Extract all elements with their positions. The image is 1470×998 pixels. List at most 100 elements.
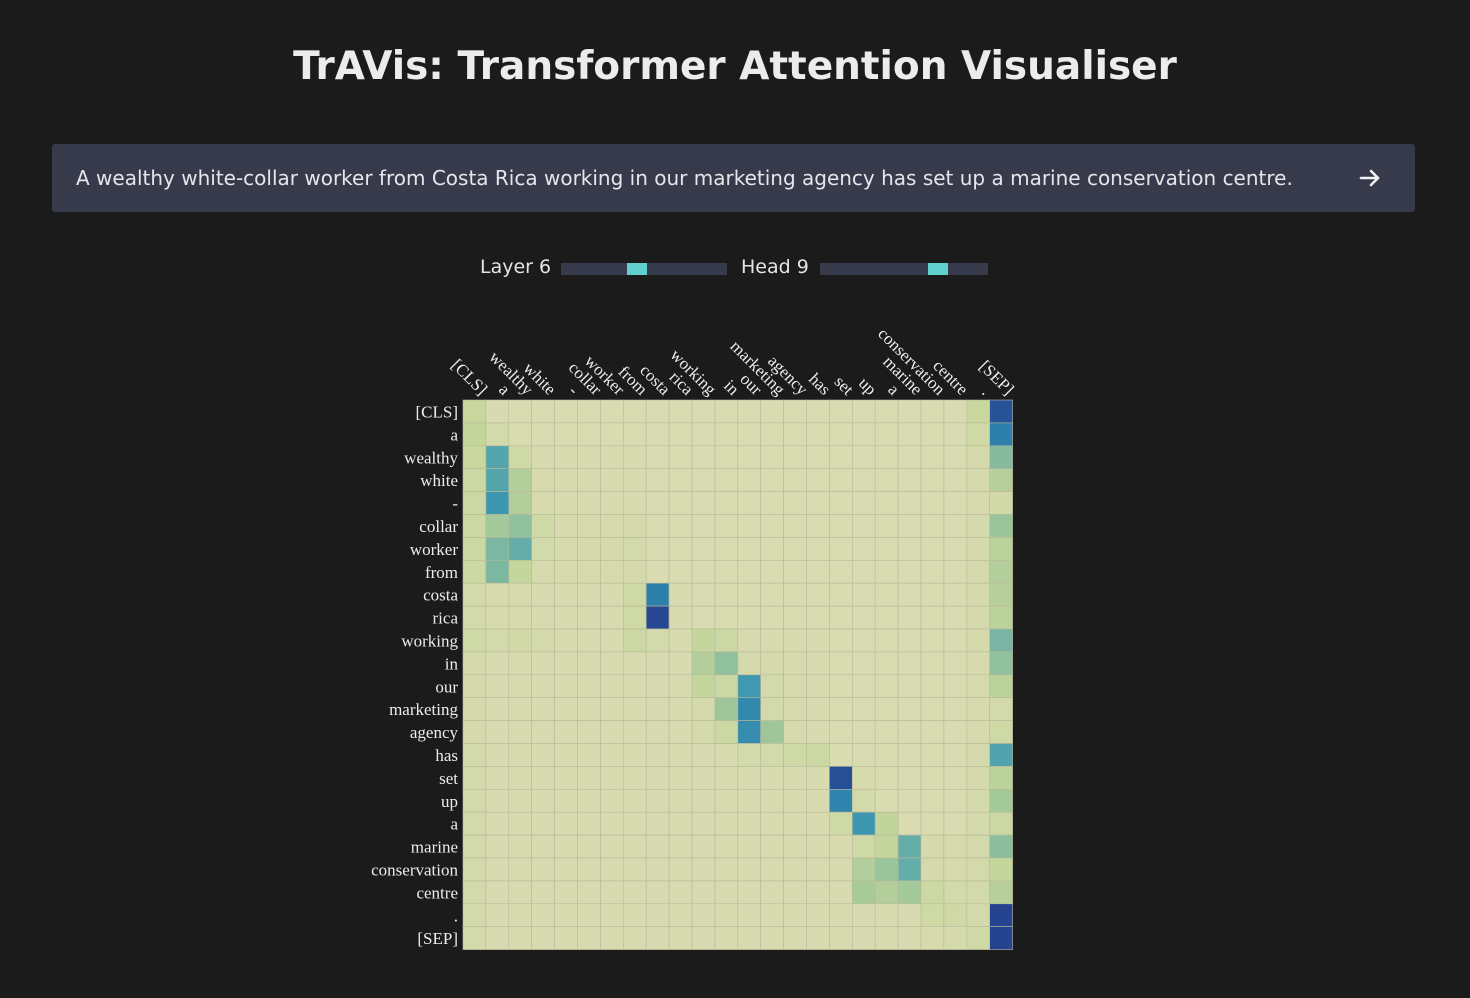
heatmap-cell[interactable] [600, 697, 624, 721]
heatmap-cell[interactable] [829, 399, 853, 424]
heatmap-cell[interactable] [714, 559, 739, 584]
heatmap-cell[interactable] [874, 743, 899, 767]
heatmap-cell[interactable] [485, 651, 510, 676]
heatmap-cell[interactable] [622, 743, 647, 767]
heatmap-cell[interactable] [783, 788, 807, 813]
heatmap-cell[interactable] [622, 628, 647, 653]
heatmap-cell[interactable] [531, 697, 555, 721]
heatmap-cell[interactable] [554, 743, 578, 767]
heatmap-cell[interactable] [668, 788, 693, 813]
heatmap-cell[interactable] [645, 834, 670, 859]
heatmap-cell[interactable] [829, 674, 853, 698]
heatmap-cell[interactable] [508, 559, 532, 584]
heatmap-cell[interactable] [920, 811, 945, 836]
heatmap-cell[interactable] [966, 743, 990, 767]
heatmap-cell[interactable] [645, 743, 670, 767]
heatmap-cell[interactable] [829, 468, 853, 492]
heatmap-cell[interactable] [783, 468, 807, 492]
heatmap-cell[interactable] [645, 582, 670, 607]
heatmap-cell[interactable] [943, 811, 968, 836]
heatmap-cell[interactable] [554, 445, 578, 469]
heatmap-cell[interactable] [943, 491, 968, 515]
heatmap-cell[interactable] [485, 903, 510, 927]
heatmap-cell[interactable] [966, 468, 990, 492]
heatmap-cell[interactable] [851, 766, 876, 790]
heatmap-cell[interactable] [874, 559, 899, 584]
heatmap-cell[interactable] [897, 857, 922, 882]
heatmap-cell[interactable] [691, 605, 716, 630]
heatmap-cell[interactable] [531, 674, 555, 698]
heatmap-cell[interactable] [989, 697, 1013, 721]
heatmap-cell[interactable] [714, 834, 739, 859]
heatmap-cell[interactable] [622, 422, 647, 447]
heatmap-cell[interactable] [600, 743, 624, 767]
heatmap-cell[interactable] [851, 651, 876, 676]
heatmap-cell[interactable] [737, 537, 761, 561]
heatmap-cell[interactable] [806, 422, 830, 447]
heatmap-cell[interactable] [645, 926, 670, 950]
heatmap-cell[interactable] [462, 788, 487, 813]
heatmap-cell[interactable] [485, 491, 510, 515]
heatmap-cell[interactable] [645, 399, 670, 424]
heatmap-cell[interactable] [714, 788, 739, 813]
heatmap-cell[interactable] [645, 559, 670, 584]
heatmap-cell[interactable] [897, 766, 922, 790]
heatmap-cell[interactable] [691, 811, 716, 836]
heatmap-cell[interactable] [851, 697, 876, 721]
heatmap-cell[interactable] [531, 491, 555, 515]
heatmap-cell[interactable] [920, 926, 945, 950]
heatmap-cell[interactable] [806, 628, 830, 653]
heatmap-cell[interactable] [806, 926, 830, 950]
heatmap-cell[interactable] [577, 903, 601, 927]
heatmap-cell[interactable] [531, 628, 555, 653]
heatmap-cell[interactable] [600, 399, 624, 424]
heatmap-cell[interactable] [600, 537, 624, 561]
heatmap-cell[interactable] [714, 674, 739, 698]
heatmap-cell[interactable] [829, 857, 853, 882]
heatmap-cell[interactable] [577, 926, 601, 950]
heatmap-cell[interactable] [508, 422, 532, 447]
heatmap-cell[interactable] [714, 491, 739, 515]
heatmap-cell[interactable] [485, 514, 510, 538]
heatmap-cell[interactable] [806, 743, 830, 767]
heatmap-cell[interactable] [508, 697, 532, 721]
heatmap-cell[interactable] [622, 811, 647, 836]
heatmap-cell[interactable] [691, 674, 716, 698]
heatmap-cell[interactable] [806, 514, 830, 538]
heatmap-cell[interactable] [600, 926, 624, 950]
heatmap-cell[interactable] [508, 399, 532, 424]
heatmap-cell[interactable] [989, 537, 1013, 561]
heatmap-cell[interactable] [737, 651, 761, 676]
heatmap-cell[interactable] [577, 788, 601, 813]
heatmap-cell[interactable] [829, 559, 853, 584]
heatmap-cell[interactable] [577, 605, 601, 630]
heatmap-cell[interactable] [691, 903, 716, 927]
heatmap-cell[interactable] [966, 514, 990, 538]
heatmap-cell[interactable] [691, 697, 716, 721]
heatmap-cell[interactable] [714, 857, 739, 882]
heatmap-cell[interactable] [737, 857, 761, 882]
heatmap-cell[interactable] [600, 903, 624, 927]
heatmap-cell[interactable] [737, 743, 761, 767]
heatmap-cell[interactable] [737, 605, 761, 630]
heatmap-cell[interactable] [600, 720, 624, 744]
heatmap-cell[interactable] [920, 880, 945, 905]
heatmap-cell[interactable] [508, 788, 532, 813]
heatmap-cell[interactable] [668, 834, 693, 859]
heatmap-cell[interactable] [943, 697, 968, 721]
heatmap-cell[interactable] [966, 788, 990, 813]
heatmap-cell[interactable] [829, 514, 853, 538]
heatmap-cell[interactable] [531, 834, 555, 859]
heatmap-cell[interactable] [897, 788, 922, 813]
heatmap-cell[interactable] [760, 788, 784, 813]
heatmap-cell[interactable] [851, 720, 876, 744]
heatmap-cell[interactable] [989, 674, 1013, 698]
heatmap-cell[interactable] [714, 445, 739, 469]
heatmap-cell[interactable] [874, 491, 899, 515]
heatmap-cell[interactable] [874, 857, 899, 882]
heatmap-cell[interactable] [851, 582, 876, 607]
heatmap-cell[interactable] [966, 720, 990, 744]
heatmap-cell[interactable] [966, 399, 990, 424]
heatmap-cell[interactable] [874, 766, 899, 790]
heatmap-cell[interactable] [851, 491, 876, 515]
